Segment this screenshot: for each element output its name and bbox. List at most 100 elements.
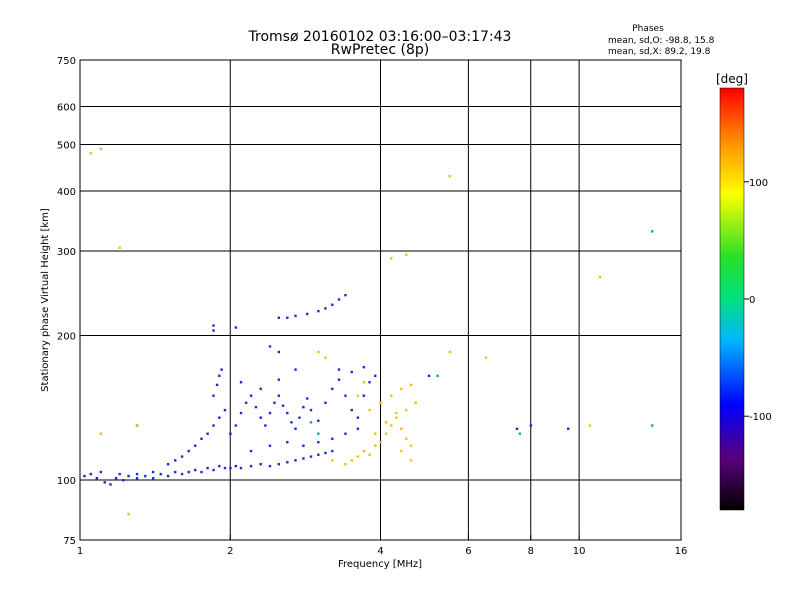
data-point-o-mode: [173, 470, 177, 474]
y-tick-label: 500: [57, 141, 76, 152]
data-point-o-mode: [356, 427, 360, 430]
data-point-o-mode: [268, 411, 272, 415]
data-point-o-mode: [244, 401, 248, 404]
data-point-x-mode: [484, 356, 488, 359]
chart-subtitle: RwPretec (8p): [331, 42, 429, 58]
data-point-o-mode: [103, 481, 106, 484]
data-point-o-mode: [259, 416, 262, 419]
data-point-o-mode: [218, 374, 221, 378]
data-point-x-mode: [368, 408, 371, 412]
data-point-o-mode: [294, 314, 297, 318]
grid-lines: [80, 60, 681, 540]
data-point-other: [436, 374, 439, 378]
data-point-o-mode: [309, 455, 313, 458]
data-point-o-mode: [194, 444, 197, 447]
data-point-o-mode: [151, 476, 155, 480]
data-point-o-mode: [281, 404, 285, 407]
axis-ticks: 1 2 4 6 8 10 16 75 100 200 300 400 500 600 750: [57, 56, 687, 557]
data-point-o-mode: [259, 387, 262, 391]
y-axis-label: Stationary phase Virtual Height [km]: [40, 208, 51, 392]
data-point-o-mode: [317, 453, 320, 456]
data-point-o-mode: [234, 326, 238, 329]
data-point-other: [309, 421, 313, 424]
data-point-o-mode: [356, 416, 360, 419]
data-point-o-mode: [264, 424, 267, 427]
data-point-o-mode: [206, 432, 209, 435]
y-tick-label: 600: [57, 103, 76, 114]
data-point-o-mode: [254, 405, 258, 409]
data-point-o-mode: [374, 374, 377, 378]
data-point-o-mode: [294, 368, 297, 371]
data-point-o-mode: [273, 401, 276, 404]
data-point-o-mode: [135, 476, 139, 480]
data-point-o-mode: [268, 464, 272, 468]
data-point-o-mode: [200, 470, 203, 474]
data-point-o-mode: [277, 378, 281, 381]
data-point-x-mode: [344, 462, 347, 466]
data-point-x-mode: [390, 424, 393, 427]
data-point-o-mode: [306, 397, 309, 400]
data-point-o-mode: [249, 464, 253, 468]
data-point-o-mode: [223, 408, 227, 412]
data-point-o-mode: [173, 459, 177, 462]
data-point-o-mode: [268, 345, 272, 348]
data-point-o-mode: [239, 411, 243, 415]
data-point-o-mode: [218, 464, 221, 468]
data-point-o-mode: [212, 324, 215, 327]
data-point-x-mode: [362, 449, 366, 453]
data-point-x-mode: [356, 455, 360, 458]
data-point-x-mode: [99, 432, 103, 435]
data-point-o-mode: [529, 424, 533, 427]
data-point-x-mode: [384, 432, 388, 435]
data-point-o-mode: [277, 316, 281, 319]
data-point-o-mode: [317, 419, 320, 422]
data-point-o-mode: [286, 441, 289, 444]
y-tick-label: 400: [57, 187, 76, 198]
colorbar-ticks: 100 0 -100: [744, 178, 772, 423]
data-point-o-mode: [286, 411, 289, 415]
y-tick-label: 100: [57, 476, 76, 487]
colorbar-tick-label: 100: [749, 178, 768, 189]
data-point-x-mode: [400, 387, 403, 391]
data-point-o-mode: [220, 368, 223, 371]
data-point-o-mode: [212, 394, 215, 397]
data-point-x-mode: [395, 411, 398, 415]
data-point-o-mode: [249, 394, 253, 397]
data-point-x-mode: [135, 424, 139, 427]
data-point-x-mode: [395, 416, 398, 419]
data-point-x-mode: [118, 246, 121, 249]
data-point-x-mode: [405, 437, 408, 440]
data-point-x-mode: [362, 381, 366, 384]
legend-line-x: mean, sd,X: 89.2, 19.8: [608, 47, 711, 57]
data-point-x-mode: [598, 275, 602, 279]
data-point-o-mode: [135, 472, 139, 476]
data-point-o-mode: [187, 470, 190, 474]
data-point-o-mode: [166, 474, 170, 478]
data-point-o-mode: [89, 472, 92, 476]
data-point-x-mode: [405, 408, 408, 412]
data-point-o-mode: [239, 466, 243, 470]
data-point-o-mode: [331, 437, 334, 440]
data-point-x-mode: [588, 424, 592, 427]
data-point-x-mode: [448, 350, 451, 354]
data-point-o-mode: [302, 457, 305, 460]
data-point-o-mode: [159, 472, 162, 476]
data-point-o-mode: [180, 455, 184, 458]
y-tick-label: 300: [57, 247, 76, 258]
data-point-o-mode: [427, 374, 431, 378]
data-point-o-mode: [277, 394, 281, 397]
colorbar: [719, 87, 745, 511]
y-tick-label: 200: [57, 332, 76, 343]
data-point-x-mode: [374, 444, 377, 447]
data-point-other: [651, 230, 654, 233]
data-point-x-mode: [414, 401, 417, 404]
data-point-o-mode: [317, 309, 320, 313]
data-point-o-mode: [309, 408, 313, 412]
data-point-o-mode: [350, 408, 353, 412]
data-point-o-mode: [344, 293, 347, 297]
data-point-o-mode: [337, 378, 341, 381]
x-axis-label: Frequency [MHz]: [338, 559, 422, 570]
chart-title: Tromsø 20160102 03:16:00–03:17:43: [248, 29, 512, 45]
data-point-other: [518, 432, 522, 435]
